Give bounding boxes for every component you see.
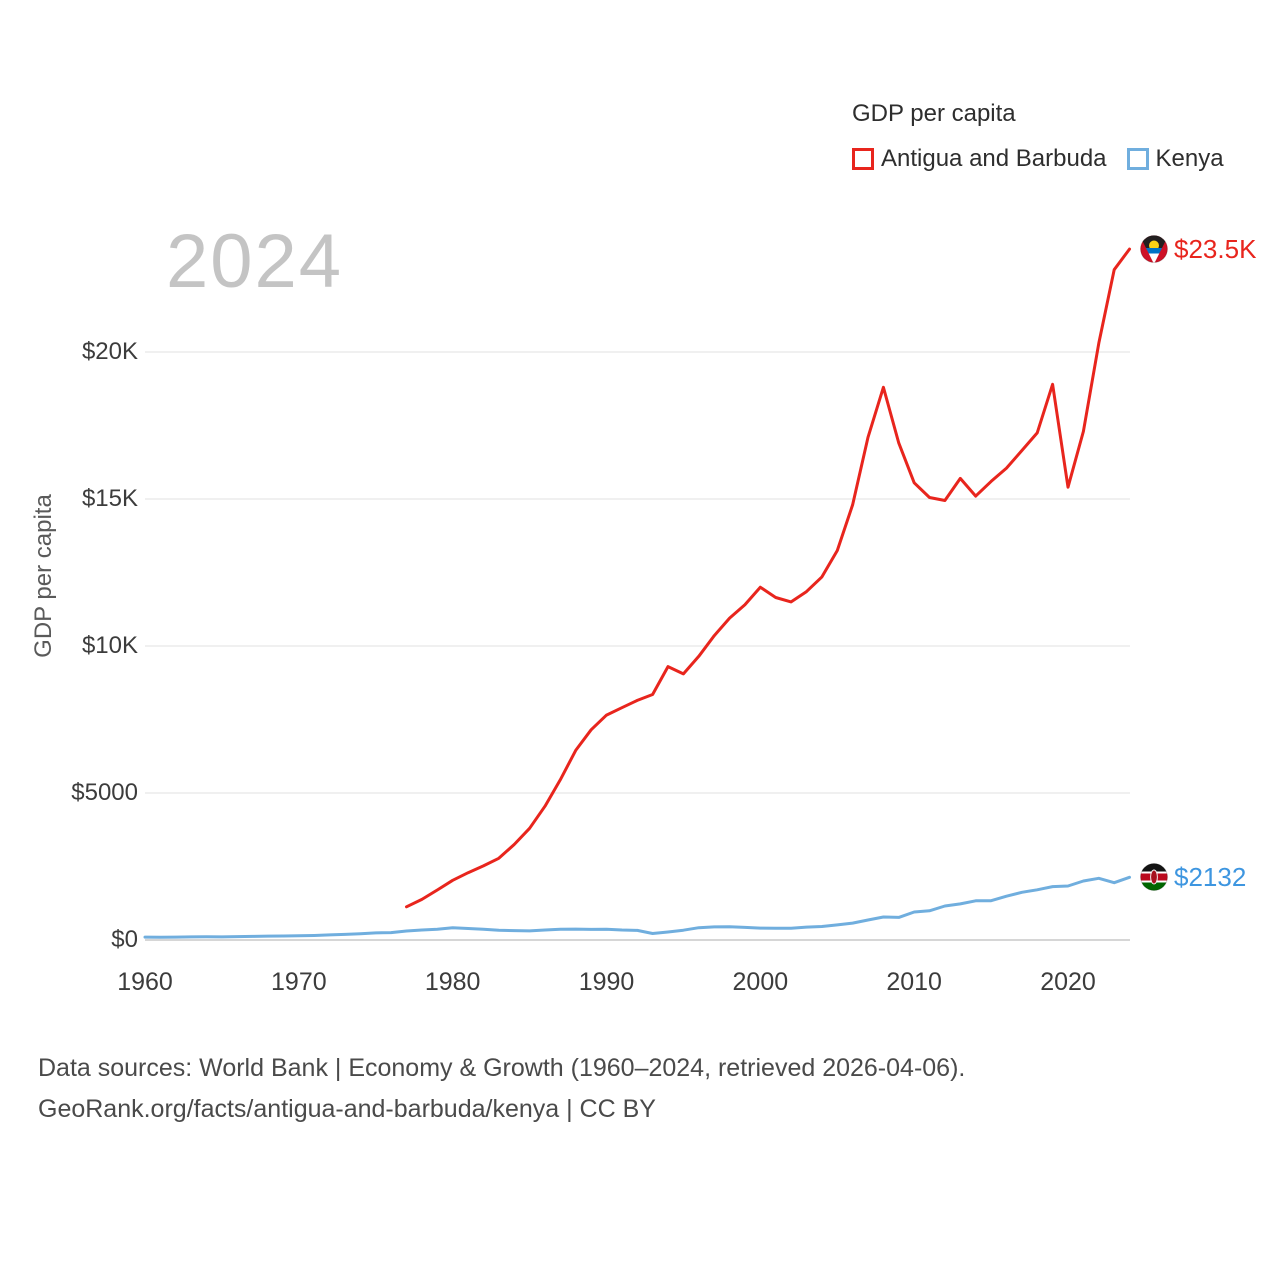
y-tick-label: $5000: [71, 779, 138, 806]
x-tick-label: 2020: [1040, 968, 1096, 996]
x-tick-label: 2000: [732, 968, 789, 996]
x-tick-label: 1970: [271, 968, 327, 996]
antigua-and-barbuda-flag-icon: [1140, 235, 1168, 263]
data-sources-line: Data sources: World Bank | Economy & Gro…: [38, 1054, 966, 1082]
x-tick-label: 1960: [117, 968, 173, 996]
legend-item-kenya[interactable]: Kenya: [1126, 145, 1224, 173]
y-tick-label: $0: [111, 926, 138, 953]
kenya-line[interactable]: [143, 875, 1131, 939]
x-tick-label: 1980: [424, 968, 481, 996]
x-tick-label: 2010: [886, 968, 942, 996]
kenya-end-value: $2132: [1174, 861, 1247, 892]
antigua-and-barbuda-end-value: $23.5K: [1174, 233, 1257, 264]
y-tick-label: $10K: [81, 632, 138, 659]
antigua-and-barbuda-end-label: $23.5K: [1140, 233, 1256, 265]
kenya-flag-icon: [1140, 863, 1168, 892]
attribution-line: GeoRank.org/facts/antigua-and-barbuda/ke…: [38, 1095, 656, 1123]
antigua-and-barbuda-swatch: [852, 148, 874, 170]
x-tick-label: 1990: [578, 968, 635, 996]
legend-label-antigua-and-barbuda: Antigua and Barbuda: [881, 145, 1107, 172]
legend-title: GDP per capita: [852, 100, 1016, 127]
year-watermark: 2024: [166, 219, 344, 304]
antigua-and-barbuda-line[interactable]: [405, 247, 1131, 909]
kenya-swatch: [1126, 148, 1149, 170]
data-sources-footer: Data sources: World Bank | Economy & Gro…: [38, 1048, 965, 1130]
legend-item-antigua-and-barbuda[interactable]: Antigua and Barbuda: [852, 145, 1107, 173]
legend-label-kenya: Kenya: [1155, 145, 1224, 172]
kenya-end-label: $2132: [1140, 861, 1246, 893]
gridlines: [145, 351, 1130, 941]
y-tick-label: $15K: [81, 485, 138, 512]
legend: GDP per capita Antigua and Barbuda Kenya: [852, 100, 1224, 173]
x-axis-ticks: 1960 1970 1980 1990 2000 2010 2020: [0, 968, 1280, 1004]
y-tick-label: $20K: [81, 338, 138, 365]
